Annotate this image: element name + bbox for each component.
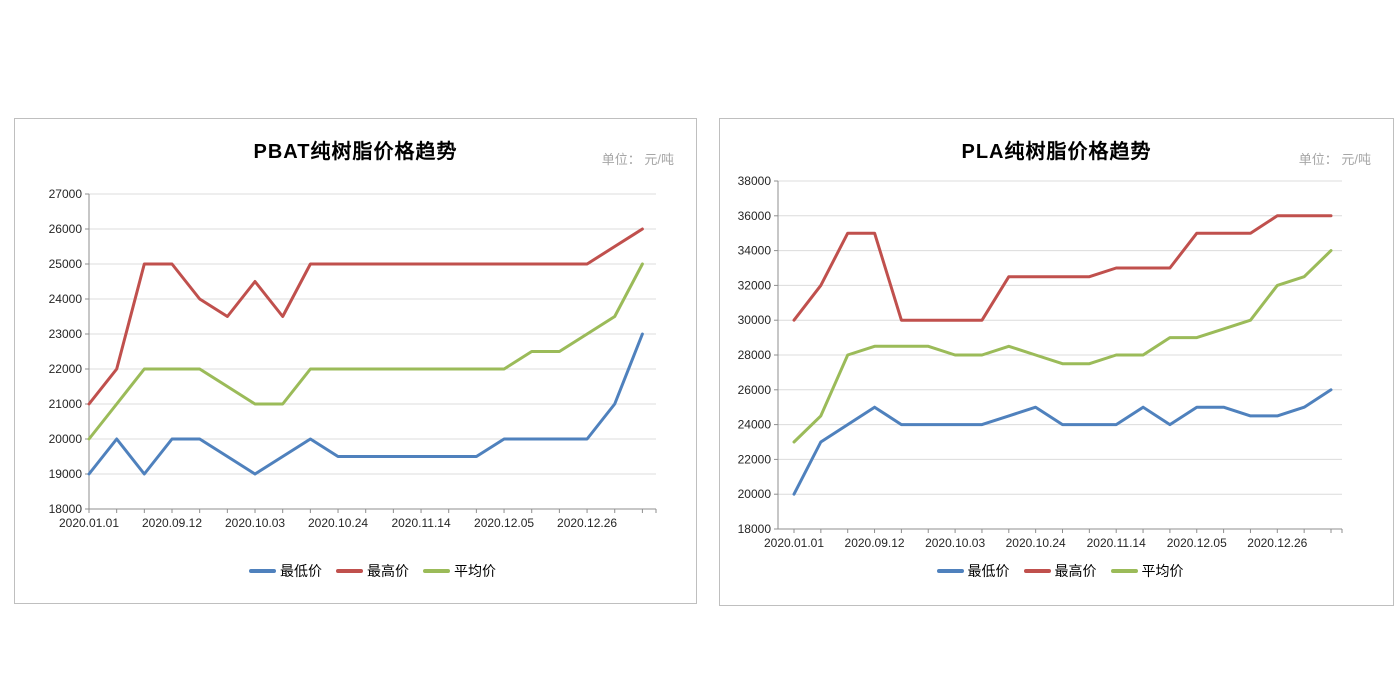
- min-price-legend-label: 最低价: [967, 563, 1010, 579]
- y-tick-label: 28000: [738, 348, 772, 362]
- min-price-legend-label: 最低价: [280, 563, 322, 579]
- y-tick-label: 18000: [49, 502, 83, 516]
- avg-price-line: [87, 262, 644, 441]
- x-tick-label: 2020.11.14: [391, 516, 450, 530]
- y-axis: 18000 20000 22000 24000 26000 28000 30000 32000…: [738, 174, 779, 536]
- y-tick-label: 27000: [49, 187, 83, 201]
- x-tick-label: 2020.01.01: [59, 516, 119, 530]
- x-tick-label: 2020.12.05: [474, 516, 534, 530]
- x-tick-label: 2020.11.14: [1087, 536, 1146, 550]
- y-tick-label: 20000: [49, 432, 83, 446]
- avg-price-legend-swatch: [423, 569, 450, 573]
- y-tick-label: 38000: [738, 174, 772, 188]
- y-tick-label: 32000: [738, 278, 772, 292]
- y-tick-label: 26000: [49, 222, 83, 236]
- x-tick-label: 2020.12.26: [1247, 536, 1307, 550]
- x-tick-label: 2020.09.12: [845, 536, 905, 550]
- x-axis: 2020.01.01 2020.09.12 2020.10.03 2020.10.24…: [764, 528, 1343, 550]
- y-tick-label: 24000: [738, 418, 772, 432]
- max-price-line: [792, 214, 1333, 322]
- legend-item-min-price: 最低价: [936, 561, 1010, 581]
- avg-price-legend-swatch: [1110, 569, 1138, 573]
- min-price-line: [87, 332, 644, 476]
- y-tick-label: 23000: [49, 327, 83, 341]
- pla-plot-area: 18000 20000 22000 24000 26000 28000 30000 32000…: [738, 174, 1343, 550]
- legend-item-avg-price: 平均价: [1110, 561, 1184, 581]
- y-tick-label: 22000: [738, 452, 772, 466]
- x-tick-label: 2020.12.26: [557, 516, 617, 530]
- y-tick-label: 34000: [738, 244, 772, 258]
- unit-label: 单位： 元/吨: [1298, 152, 1371, 167]
- legend-item-min-price: 最低价: [249, 561, 322, 581]
- pbat-chart-panel: PBAT纯树脂价格趋势 单位： 元/吨 18000 19000 20000 21000…: [14, 118, 697, 604]
- y-tick-label: 20000: [738, 487, 772, 501]
- gridlines: [89, 193, 656, 475]
- unit-label: 单位： 元/吨: [601, 152, 674, 167]
- max-price-legend-label: 最高价: [367, 563, 409, 579]
- min-price-legend-swatch: [936, 569, 964, 573]
- y-tick-label: 21000: [49, 397, 83, 411]
- x-tick-label: 2020.01.01: [764, 536, 824, 550]
- x-axis: 2020.01.01 2020.09.12 2020.10.03 2020.10.24…: [59, 508, 657, 530]
- min-price-legend-swatch: [249, 569, 276, 573]
- pbat-legend: 最低价 最高价 平均价: [89, 561, 656, 581]
- avg-price-legend-label: 平均价: [1141, 563, 1184, 579]
- x-tick-label: 2020.10.03: [925, 536, 985, 550]
- pla-legend: 最低价 最高价 平均价: [778, 561, 1342, 581]
- x-tick-label: 2020.12.05: [1167, 536, 1227, 550]
- y-tick-label: 30000: [738, 313, 772, 327]
- max-price-legend-swatch: [1023, 569, 1051, 573]
- legend-item-avg-price: 平均价: [423, 561, 496, 581]
- avg-price-legend-label: 平均价: [454, 563, 496, 579]
- y-tick-label: 26000: [738, 383, 772, 397]
- x-tick-label: 2020.10.24: [308, 516, 368, 530]
- y-tick-label: 19000: [49, 467, 83, 481]
- y-tick-label: 36000: [738, 209, 772, 223]
- pla-chart-panel: PLA纯树脂价格趋势 单位： 元/吨 18000 20000 22000 24000 2…: [719, 118, 1394, 606]
- min-price-line: [792, 388, 1333, 496]
- x-tick-label: 2020.09.12: [142, 516, 202, 530]
- max-price-legend-swatch: [336, 569, 363, 573]
- y-axis: 18000 19000 20000 21000 22000 23000 24000 25000…: [49, 187, 90, 516]
- max-price-line: [87, 227, 644, 406]
- max-price-legend-label: 最高价: [1054, 563, 1097, 579]
- y-tick-label: 25000: [49, 257, 83, 271]
- y-tick-label: 18000: [738, 522, 772, 536]
- y-tick-label: 24000: [49, 292, 83, 306]
- y-tick-label: 22000: [49, 362, 83, 376]
- pbat-plot-area: 18000 19000 20000 21000 22000 23000 24000 25000…: [49, 187, 657, 530]
- x-tick-label: 2020.10.24: [1006, 536, 1066, 550]
- chart-title: PBAT纯树脂价格趋势: [253, 141, 458, 163]
- avg-price-line: [792, 249, 1333, 444]
- gridlines: [778, 180, 1342, 495]
- x-tick-label: 2020.10.03: [225, 516, 285, 530]
- legend-item-max-price: 最高价: [1023, 561, 1097, 581]
- chart-title: PLA纯树脂价格趋势: [961, 141, 1152, 163]
- legend-item-max-price: 最高价: [336, 561, 409, 581]
